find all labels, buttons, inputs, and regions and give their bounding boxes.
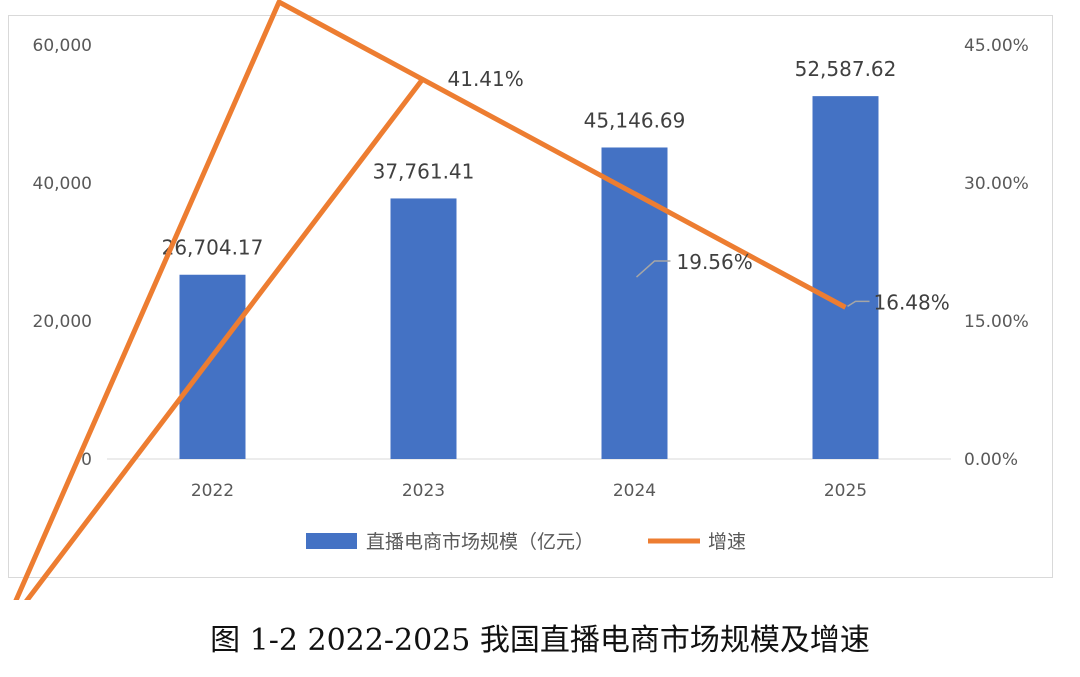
bar-data-label: 26,704.17 (162, 236, 264, 260)
bar (179, 274, 246, 459)
figure-caption: 图 1-2 2022-2025 我国直播电商市场规模及增速 (210, 623, 870, 658)
leader-line (847, 300, 870, 308)
right-axis-tick: 45.00% (964, 36, 1029, 56)
right-axis-tick: 0.00% (964, 450, 1018, 470)
x-axis-tick: 2025 (824, 481, 867, 501)
bar-data-label: 45,146.69 (584, 108, 686, 132)
line-data-label: 19.56% (677, 250, 753, 274)
right-axis-tick: 15.00% (964, 312, 1029, 332)
left-axis-tick: 40,000 (33, 174, 92, 194)
growth-line (13, 0, 847, 600)
chart: 0 20,000 40,000 60,000 0.00% 15.00% 30.00% 45.0… (13, 0, 1029, 600)
bar (601, 147, 668, 459)
legend-bar-label: 直播电商市场规模（亿元） (366, 531, 594, 553)
bar-data-label: 37,761.41 (373, 159, 475, 183)
right-axis-tick: 30.00% (964, 174, 1029, 194)
x-axis-tick: 2023 (402, 481, 445, 501)
legend-line-label: 增速 (708, 531, 746, 553)
legend-bar-swatch (306, 533, 357, 549)
leader-line (636, 260, 671, 278)
bar (390, 198, 457, 459)
x-axis-tick: 2022 (191, 481, 234, 501)
chart-frame (8, 15, 1053, 578)
left-axis-tick: 60,000 (33, 36, 92, 56)
left-axis-tick: 0 (81, 450, 92, 470)
bar-data-label: 52,587.62 (795, 57, 897, 81)
line-data-label: 41.41% (448, 67, 524, 91)
line-data-label: 16.48% (874, 290, 950, 314)
bar (812, 96, 879, 460)
x-axis-tick: 2024 (613, 481, 656, 501)
left-axis-tick: 20,000 (33, 312, 92, 332)
